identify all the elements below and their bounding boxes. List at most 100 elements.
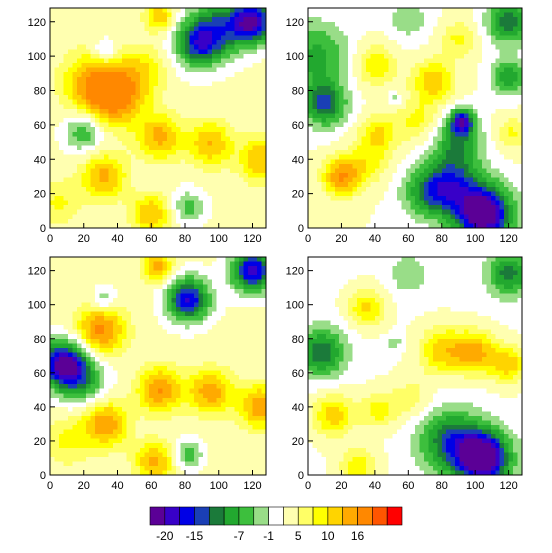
contour-cell <box>162 8 168 14</box>
contour-cell <box>176 279 182 285</box>
contour-cell <box>308 154 314 160</box>
contour-cell <box>316 150 322 156</box>
contour-cell <box>68 30 74 37</box>
contour-cell <box>194 58 200 64</box>
contour-cell <box>517 21 523 27</box>
contour-cell <box>225 63 231 69</box>
contour-cell <box>239 275 245 281</box>
contour-cell <box>243 81 249 87</box>
contour-cell <box>117 26 123 32</box>
contour-cell <box>508 159 514 165</box>
contour-cell <box>122 118 128 124</box>
contour-cell <box>144 191 150 197</box>
contour-cell <box>158 284 164 290</box>
contour-cell <box>379 40 385 46</box>
contour-cell <box>162 104 168 110</box>
contour-cell <box>221 81 227 87</box>
contour-cell <box>513 76 519 82</box>
contour-cell <box>176 182 182 188</box>
contour-cell <box>437 35 443 41</box>
contour-cell <box>234 53 240 60</box>
contour-cell <box>180 40 186 46</box>
contour-cell <box>432 195 438 202</box>
contour-cell <box>357 209 363 215</box>
contour-cell <box>455 168 461 174</box>
contour-cell <box>517 113 523 119</box>
contour-cell <box>248 53 254 60</box>
contour-cell <box>308 150 314 156</box>
contour-cell <box>499 95 505 101</box>
contour-cell <box>108 67 114 73</box>
contour-cell <box>481 127 487 133</box>
contour-cell <box>86 67 92 73</box>
contour-cell <box>321 140 327 147</box>
contour-cell <box>99 127 105 133</box>
contour-cell <box>194 113 200 119</box>
contour-cell <box>401 113 407 119</box>
contour-cell <box>117 223 123 229</box>
contour-cell <box>95 35 101 41</box>
contour-cell <box>239 163 245 170</box>
contour-cell <box>189 257 195 263</box>
contour-cell <box>207 113 213 119</box>
contour-cell <box>72 85 78 92</box>
contour-cell <box>81 99 87 105</box>
contour-cell <box>90 186 96 192</box>
contour-cell <box>239 173 245 179</box>
contour-cell <box>415 99 421 105</box>
contour-cell <box>401 163 407 170</box>
contour-cell <box>153 95 159 101</box>
contour-cell <box>490 209 496 215</box>
contour-cell <box>221 177 227 183</box>
contour-cell <box>54 122 60 128</box>
contour-cell <box>397 200 403 206</box>
contour-cell <box>257 266 263 272</box>
contour-cell <box>194 67 200 73</box>
contour-cell <box>361 136 367 142</box>
contour-cell <box>104 127 110 133</box>
contour-cell <box>180 76 186 82</box>
contour-cell <box>158 63 164 69</box>
contour-cell <box>423 63 429 69</box>
contour-cell <box>158 182 164 188</box>
contour-cell <box>95 122 101 128</box>
contour-cell <box>104 67 110 73</box>
contour-cell <box>176 150 182 156</box>
contour-cell <box>513 191 519 197</box>
contour-cell <box>153 136 159 142</box>
contour-cell <box>464 173 470 179</box>
contour-cell <box>212 122 218 128</box>
contour-cell <box>481 150 487 156</box>
contour-cell <box>122 99 128 105</box>
contour-cell <box>63 261 69 267</box>
contour-cell <box>212 223 218 229</box>
contour-cell <box>185 99 191 105</box>
contour-cell <box>365 186 372 192</box>
contour-cell <box>122 223 128 229</box>
contour-cell <box>90 223 96 229</box>
contour-cell <box>339 85 345 92</box>
contour-cell <box>225 30 231 37</box>
contour-cell <box>513 30 519 37</box>
contour-cell <box>321 104 327 110</box>
contour-cell <box>406 81 412 87</box>
contour-cell <box>459 223 465 229</box>
contour-cell <box>95 191 101 197</box>
contour-cell <box>180 266 186 272</box>
contour-cell <box>437 90 443 96</box>
contour-cell <box>54 17 60 23</box>
contour-cell <box>508 49 514 55</box>
contour-cell <box>352 85 358 92</box>
contour-cell <box>441 44 447 50</box>
contour-cell <box>513 159 519 165</box>
contour-cell <box>162 53 168 60</box>
contour-cell <box>365 127 372 133</box>
contour-cell <box>486 168 492 174</box>
contour-cell <box>379 90 385 96</box>
contour-cell <box>167 218 173 225</box>
contour-cell <box>490 214 496 220</box>
contour-cell <box>81 186 87 192</box>
contour-cell <box>81 30 87 37</box>
contour-cell <box>117 131 123 137</box>
contour-cell <box>513 95 519 101</box>
